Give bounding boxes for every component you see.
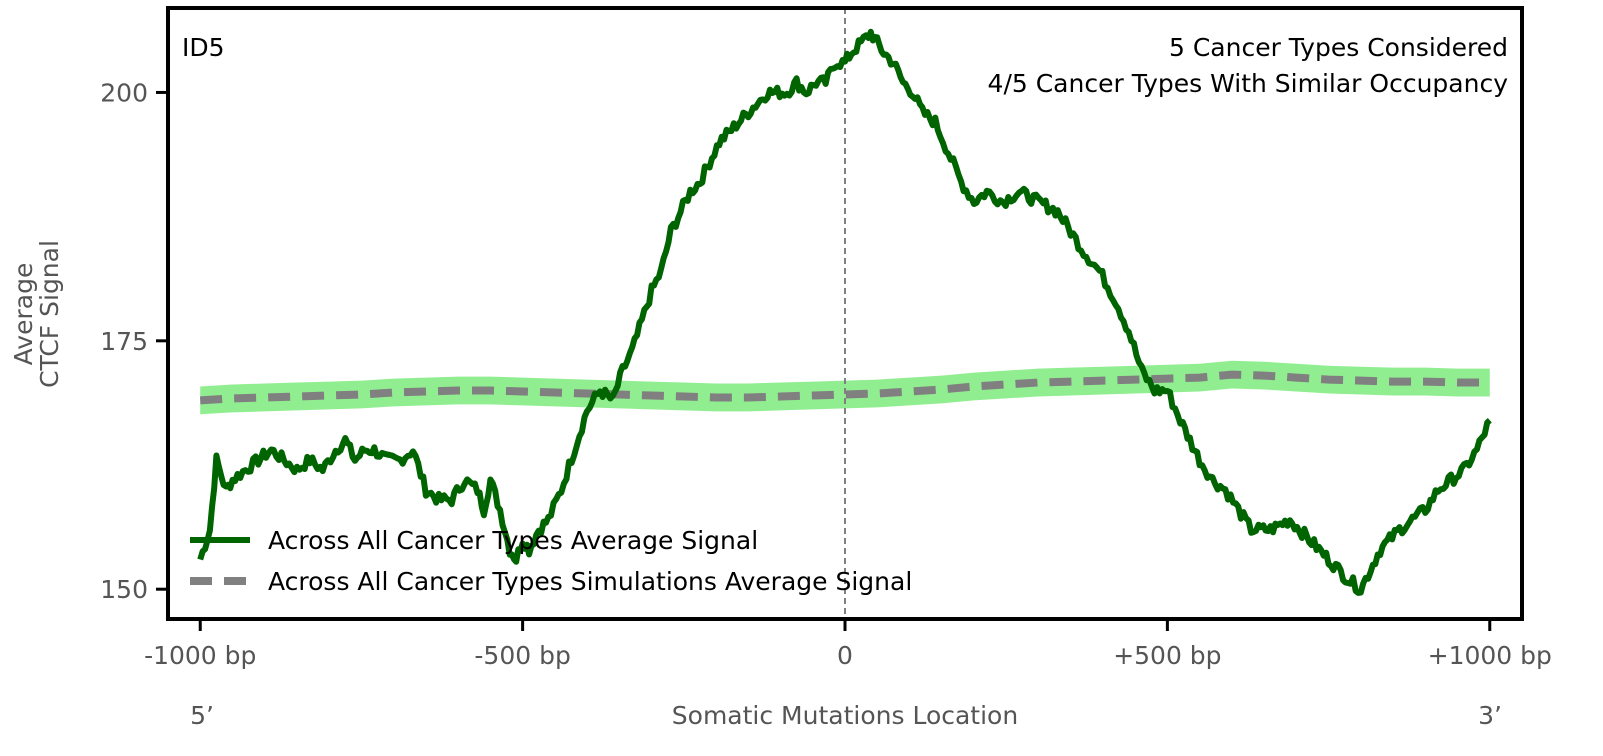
- x-tick-label: +500 bp: [1113, 641, 1221, 670]
- x-tick-label: +1000 bp: [1428, 641, 1552, 670]
- x-axis-label: Somatic Mutations Location: [672, 701, 1018, 730]
- y-axis-label-line2: CTCF Signal: [35, 240, 64, 388]
- three-prime-label: 3’: [1478, 701, 1502, 730]
- series-line-average: [197, 28, 1492, 596]
- x-axis: -1000 bp -500 bp 0 +500 bp +1000 bp: [144, 619, 1552, 670]
- y-axis: 150 175 200: [100, 78, 168, 604]
- y-tick-label: 150: [100, 575, 148, 604]
- panel-label: ID5: [182, 33, 225, 62]
- legend: Across All Cancer Types Average Signal A…: [190, 526, 912, 596]
- annotation-similar-occupancy: 4/5 Cancer Types With Similar Occupancy: [988, 69, 1509, 98]
- y-tick-label: 200: [100, 78, 148, 107]
- x-tick-label: 0: [837, 641, 853, 670]
- annotation-cancer-types: 5 Cancer Types Considered: [1169, 33, 1508, 62]
- legend-label-average: Across All Cancer Types Average Signal: [268, 526, 758, 555]
- sim-confidence-band: [200, 360, 1490, 415]
- series-line-simulations: [199, 370, 1490, 405]
- y-tick-label: 175: [100, 327, 148, 356]
- x-tick-label: -500 bp: [474, 641, 570, 670]
- x-tick-label: -1000 bp: [144, 641, 256, 670]
- legend-label-simulations: Across All Cancer Types Simulations Aver…: [268, 567, 912, 596]
- y-axis-label-line1: Average: [9, 263, 38, 366]
- five-prime-label: 5’: [190, 701, 214, 730]
